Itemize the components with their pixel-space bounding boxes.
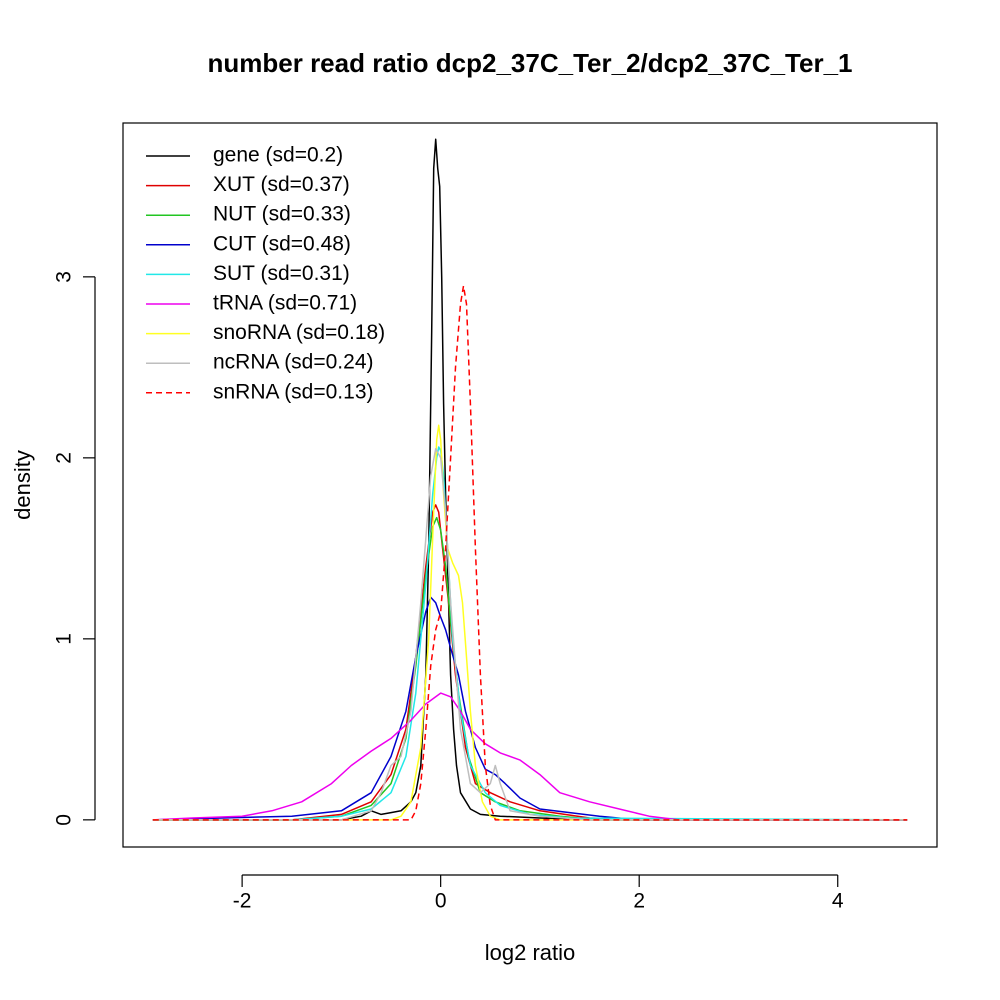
series-line-5: [152, 446, 908, 821]
legend-label-5: SUT (sd=0.31): [213, 262, 350, 285]
legend-label-3: NUT (sd=0.33): [213, 203, 351, 226]
series-layer: [152, 138, 908, 821]
y-axis: 0 1 2 3: [53, 271, 96, 826]
x-tick-label: -2: [233, 890, 252, 913]
series-line-2: [152, 504, 908, 821]
legend-label-1: gene (sd=0.2): [213, 144, 343, 167]
chart-title: number read ratio dcp2_37C_Ter_2/dcp2_37…: [208, 48, 853, 78]
legend-label-8: ncRNA (sd=0.24): [213, 351, 374, 374]
series-line-4: [152, 596, 908, 821]
series-line-6: [152, 692, 908, 821]
y-tick-label: 0: [53, 814, 76, 826]
series-line-3: [152, 516, 908, 821]
x-tick-label: 4: [832, 890, 844, 913]
x-axis-label: log2 ratio: [485, 940, 576, 965]
legend-label-7: snoRNA (sd=0.18): [213, 321, 385, 344]
y-axis-label: density: [10, 450, 35, 520]
legend-label-6: tRNA (sd=0.71): [213, 292, 357, 315]
y-tick-label: 2: [53, 452, 76, 464]
series-line-1: [152, 138, 908, 821]
y-tick-label: 1: [53, 633, 76, 645]
x-tick-label: 2: [633, 890, 645, 913]
legend: gene (sd=0.2) XUT (sd=0.37) NUT (sd=0.33) C…: [146, 144, 385, 403]
series-line-9: [152, 285, 908, 821]
series-line-8: [152, 448, 908, 821]
legend-label-9: snRNA (sd=0.13): [213, 380, 374, 403]
series-line-7: [152, 424, 908, 821]
x-axis: -2 0 2 4: [233, 874, 844, 913]
plot-frame: [122, 122, 938, 848]
x-tick-label: 0: [435, 890, 447, 913]
legend-label-2: XUT (sd=0.37): [213, 173, 350, 196]
legend-label-4: CUT (sd=0.48): [213, 232, 351, 255]
y-tick-label: 3: [53, 271, 76, 283]
